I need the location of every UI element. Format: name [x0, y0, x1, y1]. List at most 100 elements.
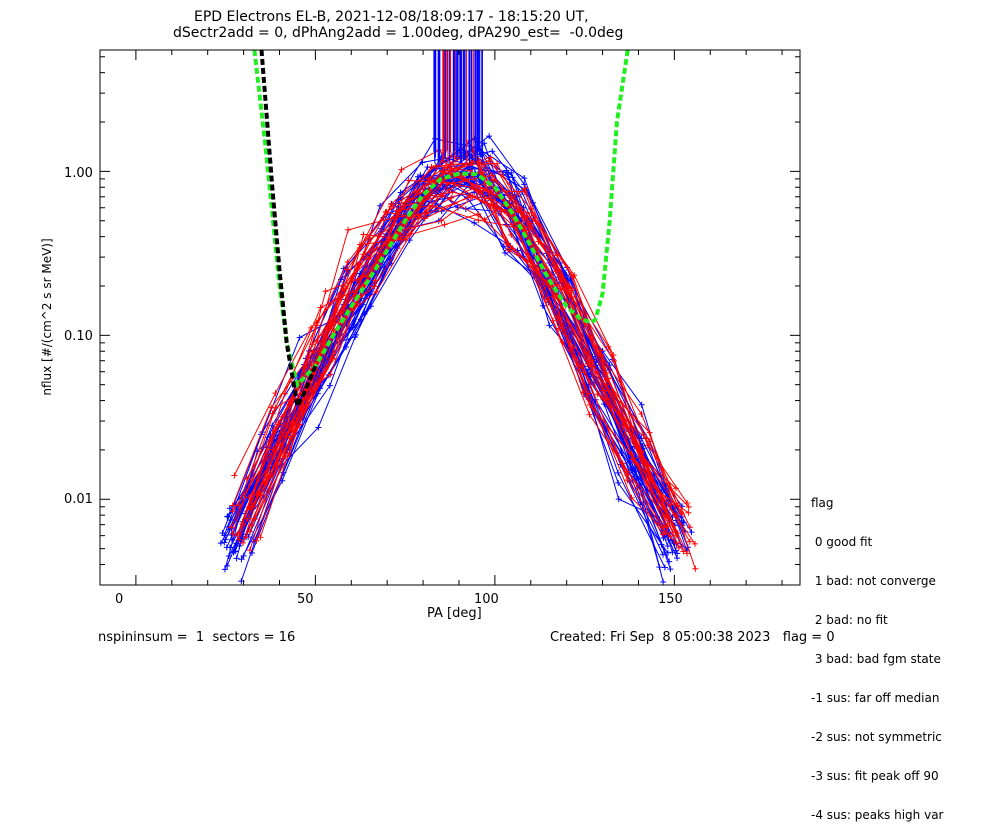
data-point-marker	[480, 161, 487, 168]
data-point-marker	[558, 277, 565, 284]
data-point-marker	[226, 544, 233, 551]
data-point-marker	[675, 544, 682, 551]
data-point-marker	[246, 547, 253, 554]
data-point-marker	[615, 469, 622, 476]
data-point-marker	[253, 537, 260, 544]
data-point-marker	[228, 532, 235, 539]
data-point-marker	[394, 207, 401, 214]
data-point-marker	[425, 175, 432, 182]
data-point-marker	[532, 218, 539, 225]
data-point-marker	[680, 519, 687, 526]
data-point-marker	[296, 334, 303, 341]
pitch-angle-chart	[99, 49, 801, 586]
data-point-marker	[642, 459, 649, 466]
data-point-marker	[235, 502, 242, 509]
y-tick-label-100: 1.00	[64, 166, 93, 181]
data-point-marker	[257, 534, 264, 541]
spectrum-line	[255, 163, 696, 569]
data-point-marker	[289, 426, 296, 433]
data-point-marker	[638, 401, 645, 408]
data-point-marker	[219, 530, 226, 537]
data-point-marker	[664, 523, 671, 530]
data-point-marker	[233, 540, 240, 547]
data-point-marker	[469, 193, 476, 200]
data-point-marker	[448, 194, 455, 201]
data-point-marker	[685, 509, 692, 516]
data-point-marker	[249, 503, 256, 510]
legend-item: -1 sus: far off median	[811, 691, 940, 705]
data-point-marker	[664, 543, 671, 550]
data-point-marker	[505, 247, 512, 254]
data-point-marker	[224, 513, 231, 520]
data-point-marker	[630, 455, 637, 462]
data-point-marker	[307, 324, 314, 331]
data-point-marker	[326, 382, 333, 389]
data-point-marker	[328, 356, 335, 363]
data-point-marker	[235, 536, 242, 543]
data-point-marker	[685, 503, 692, 510]
data-point-marker	[502, 249, 509, 256]
spectrum-line	[248, 154, 690, 508]
data-point-marker	[559, 306, 566, 313]
x-axis-label: PA [deg]	[427, 606, 482, 621]
data-point-marker	[231, 472, 238, 479]
x-tick-label-100: 100	[474, 592, 499, 607]
data-point-marker	[447, 161, 454, 168]
data-point-marker	[547, 271, 554, 278]
data-point-marker	[528, 220, 535, 227]
data-point-marker	[222, 536, 229, 543]
data-point-marker	[238, 556, 245, 563]
data-point-marker	[419, 159, 426, 166]
data-point-marker	[315, 424, 322, 431]
y-axis-label: nflux [#/(cm^2 s sr MeV)]	[40, 238, 54, 396]
legend-title: flag	[811, 496, 834, 510]
data-point-marker	[345, 226, 352, 233]
data-point-marker	[691, 540, 698, 547]
data-point-marker	[521, 175, 528, 182]
data-point-marker	[494, 160, 501, 167]
data-point-marker	[363, 273, 370, 280]
data-point-marker	[604, 396, 611, 403]
data-point-marker	[638, 410, 645, 417]
data-point-marker	[660, 578, 667, 585]
spectrum-line	[232, 195, 665, 535]
data-point-marker	[489, 148, 496, 155]
data-point-marker	[486, 133, 493, 140]
data-point-marker	[549, 317, 556, 324]
fit-curve-black	[259, 50, 318, 413]
data-point-marker	[240, 552, 247, 559]
spectrum-line	[227, 167, 670, 528]
data-point-marker	[508, 231, 515, 238]
spectrum-line	[237, 179, 667, 534]
footer-left: nspininsum = 1 sectors = 16	[98, 630, 296, 645]
data-point-marker	[672, 485, 679, 492]
y-tick-label-010: 0.10	[64, 329, 93, 344]
data-point-marker	[356, 270, 363, 277]
data-point-marker	[445, 186, 452, 193]
data-point-marker	[225, 523, 232, 530]
data-point-marker	[659, 551, 666, 558]
flag-legend: flag 0 good fit 1 bad: not converge 2 ba…	[811, 471, 943, 835]
data-point-marker	[624, 477, 631, 484]
data-point-marker	[597, 347, 604, 354]
chart-title-line-1: EPD Electrons EL-B, 2021-12-08/18:09:17 …	[194, 9, 589, 25]
data-point-marker	[666, 558, 673, 565]
data-point-marker	[664, 549, 671, 556]
legend-item: 0 good fit	[811, 535, 873, 549]
data-point-marker	[555, 325, 562, 332]
data-point-marker	[229, 508, 236, 515]
data-point-marker	[432, 162, 439, 169]
data-point-marker	[221, 566, 228, 573]
data-point-marker	[275, 419, 282, 426]
data-point-marker	[439, 192, 446, 199]
legend-item: 2 bad: no fit	[811, 613, 888, 627]
data-point-marker	[449, 166, 456, 173]
data-point-marker	[322, 288, 329, 295]
spectrum-line	[231, 171, 675, 536]
data-point-marker	[354, 262, 361, 269]
data-point-marker	[371, 283, 378, 290]
data-point-marker	[471, 219, 478, 226]
data-point-marker	[405, 177, 412, 184]
data-point-marker	[475, 217, 482, 224]
data-point-marker	[236, 530, 243, 537]
